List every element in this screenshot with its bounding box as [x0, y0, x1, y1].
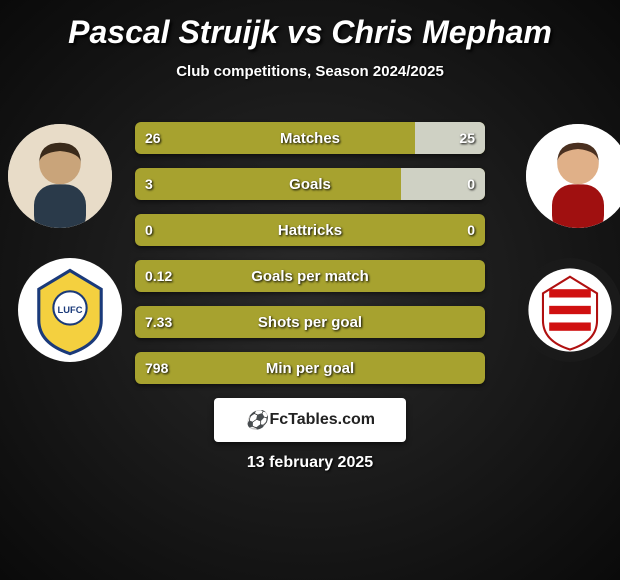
stat-value-left: 798 [145, 360, 168, 376]
stat-row: 3 Goals 0 [135, 168, 485, 200]
stats-container: 26 Matches 25 3 Goals 0 0 Hattricks 0 0.12 Goals p… [135, 122, 485, 398]
brand-logo-icon: ⚽ [245, 410, 267, 431]
svg-text:LUFC: LUFC [58, 305, 83, 315]
footer-date: 13 february 2025 [247, 454, 373, 472]
stat-label: Goals per match [251, 268, 369, 285]
stat-row: 0.12 Goals per match [135, 260, 485, 292]
stat-row: 26 Matches 25 [135, 122, 485, 154]
stat-value-right: 0 [467, 222, 475, 238]
stat-value-right: 0 [467, 176, 475, 192]
club-crest-icon [518, 258, 620, 362]
stat-value-right: 25 [459, 130, 475, 146]
stat-row: 7.33 Shots per goal [135, 306, 485, 338]
stat-value-left: 7.33 [145, 314, 172, 330]
stat-value-left: 26 [145, 130, 161, 146]
club-crest-icon: LUFC [18, 258, 122, 362]
player-right-avatar [526, 124, 620, 228]
stat-row: 0 Hattricks 0 [135, 214, 485, 246]
person-icon [8, 124, 112, 228]
stat-value-left: 0 [145, 222, 153, 238]
page-title: Pascal Struijk vs Chris Mepham [0, 0, 620, 51]
stat-label: Hattricks [278, 222, 342, 239]
brand-text: FcTables.com [269, 411, 375, 429]
club-right-badge [518, 258, 620, 362]
brand-badge[interactable]: ⚽ FcTables.com [214, 398, 406, 442]
stat-label: Goals [289, 176, 331, 193]
stat-row: 798 Min per goal [135, 352, 485, 384]
player-left-avatar [8, 124, 112, 228]
subtitle: Club competitions, Season 2024/2025 [0, 63, 620, 80]
stat-label: Shots per goal [258, 314, 362, 331]
stat-value-left: 3 [145, 176, 153, 192]
stat-label: Min per goal [266, 360, 354, 377]
stat-value-left: 0.12 [145, 268, 172, 284]
stat-label: Matches [280, 130, 340, 147]
club-left-badge: LUFC [18, 258, 122, 362]
person-icon [526, 124, 620, 228]
